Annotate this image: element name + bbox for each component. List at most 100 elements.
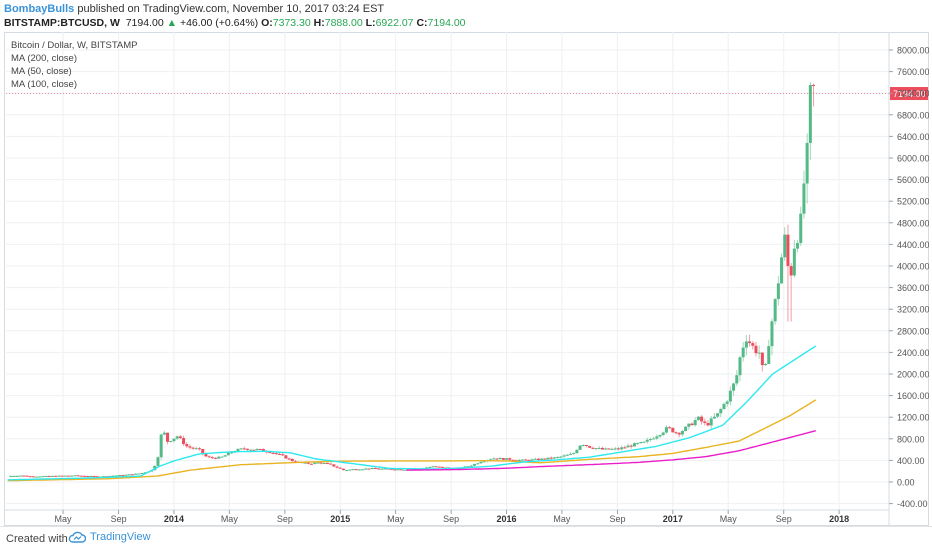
- candle-body: [185, 444, 189, 447]
- chart-frame: [4, 32, 929, 526]
- y-tick-label: 2400.00: [897, 348, 929, 358]
- candle-body: [492, 458, 496, 460]
- candle-body: [783, 234, 787, 258]
- candle-body: [773, 299, 777, 322]
- candle-body: [217, 456, 221, 459]
- tradingview-logo[interactable]: TradingView: [68, 531, 151, 543]
- candle-body: [690, 423, 694, 426]
- candle-body: [434, 466, 438, 468]
- y-tick-label: 6000.00: [897, 154, 929, 164]
- candle-body: [594, 448, 598, 450]
- candle-body: [22, 475, 26, 477]
- candle-body: [738, 357, 742, 376]
- candle-body: [204, 453, 208, 457]
- candle-body: [166, 432, 170, 442]
- footer: Created with TradingView: [0, 526, 932, 551]
- candle-body: [514, 460, 518, 462]
- candle-body: [357, 469, 361, 471]
- candle-body: [674, 432, 678, 434]
- candle-body: [489, 459, 493, 461]
- publish-info: BombayBulls published on TradingView.com…: [4, 3, 384, 15]
- candle-body: [687, 423, 691, 427]
- candle-body: [188, 446, 192, 448]
- candle-body: [322, 463, 326, 465]
- candle-body: [623, 447, 627, 449]
- candle-body: [511, 459, 515, 461]
- ma50-line: [7, 345, 817, 481]
- candle-body: [716, 413, 720, 417]
- candle-body: [325, 463, 329, 465]
- candle-body: [789, 266, 793, 276]
- candle-body: [319, 462, 323, 464]
- candle-body: [684, 426, 688, 432]
- candle-body: [578, 445, 582, 450]
- candle-body: [31, 476, 35, 478]
- chart-area[interactable]: 7194.00 8000.00 7600.00 7200.00 6800.00 6400…: [4, 32, 929, 526]
- candle-body: [12, 475, 16, 477]
- candle-body: [361, 469, 365, 471]
- candle-body: [767, 346, 771, 365]
- candle-body: [482, 461, 486, 463]
- candle-body: [636, 443, 640, 445]
- candle-body: [616, 448, 620, 450]
- legend-item: MA (200, close): [11, 53, 77, 64]
- y-tick-label: 3200.00: [897, 305, 929, 315]
- candle-body: [431, 466, 435, 468]
- candle-body: [95, 476, 99, 478]
- candle-body: [393, 469, 397, 471]
- x-tick-label: May: [720, 514, 738, 524]
- change-arrow-icon: ▲: [166, 17, 178, 29]
- candle-body: [664, 427, 668, 433]
- candle-body: [249, 449, 253, 451]
- candle-body: [290, 458, 294, 462]
- candle-body: [38, 476, 42, 478]
- candle-body: [530, 459, 534, 461]
- candle-body: [556, 457, 560, 459]
- candle-body: [792, 248, 796, 276]
- candle-body: [524, 459, 528, 461]
- candle-body: [709, 418, 713, 426]
- candle-body: [796, 243, 800, 249]
- candle-body: [719, 409, 723, 414]
- candle-body: [620, 447, 624, 450]
- candle-body: [501, 458, 505, 460]
- y-tick-label: 1600.00: [897, 391, 929, 401]
- candle-body: [156, 457, 160, 466]
- close-value: 7194.00: [427, 17, 466, 29]
- candle-body: [194, 448, 198, 450]
- candle-body: [380, 468, 384, 470]
- candle-body: [441, 466, 445, 468]
- candle-body: [210, 457, 214, 459]
- candle-body: [261, 449, 265, 452]
- candle-body: [338, 467, 342, 469]
- x-tick-label: May: [387, 514, 405, 524]
- candle-body: [754, 345, 758, 354]
- candle-body: [364, 468, 368, 470]
- candle-body: [223, 455, 227, 457]
- candle-body: [389, 468, 393, 470]
- candle-body: [693, 420, 697, 426]
- candle-body: [373, 468, 377, 470]
- candle-body: [744, 341, 748, 348]
- y-tick-label: 2000.00: [897, 370, 929, 380]
- candle-body: [812, 84, 816, 86]
- candle-body: [121, 475, 125, 477]
- candle-body: [82, 475, 86, 477]
- candles: [9, 82, 816, 478]
- candle-body: [764, 364, 768, 366]
- price-chart[interactable]: 7194.00 8000.00 7600.00 7200.00 6800.00 6400…: [4, 32, 929, 526]
- candle-body: [114, 475, 118, 477]
- candle-body: [348, 469, 352, 471]
- candle-body: [648, 439, 652, 441]
- candle-body: [76, 475, 80, 477]
- candle-body: [508, 458, 512, 460]
- legend-item: Bitcoin / Dollar, W, BITSTAMP: [11, 40, 138, 51]
- candle-body: [572, 453, 576, 455]
- candle-body: [706, 423, 710, 426]
- candle-body: [549, 457, 553, 459]
- candle-body: [632, 443, 636, 447]
- y-tick-label: 7200.00: [897, 89, 929, 99]
- candle-body: [198, 448, 202, 450]
- candle-body: [303, 462, 307, 464]
- author-name[interactable]: BombayBulls: [4, 3, 75, 15]
